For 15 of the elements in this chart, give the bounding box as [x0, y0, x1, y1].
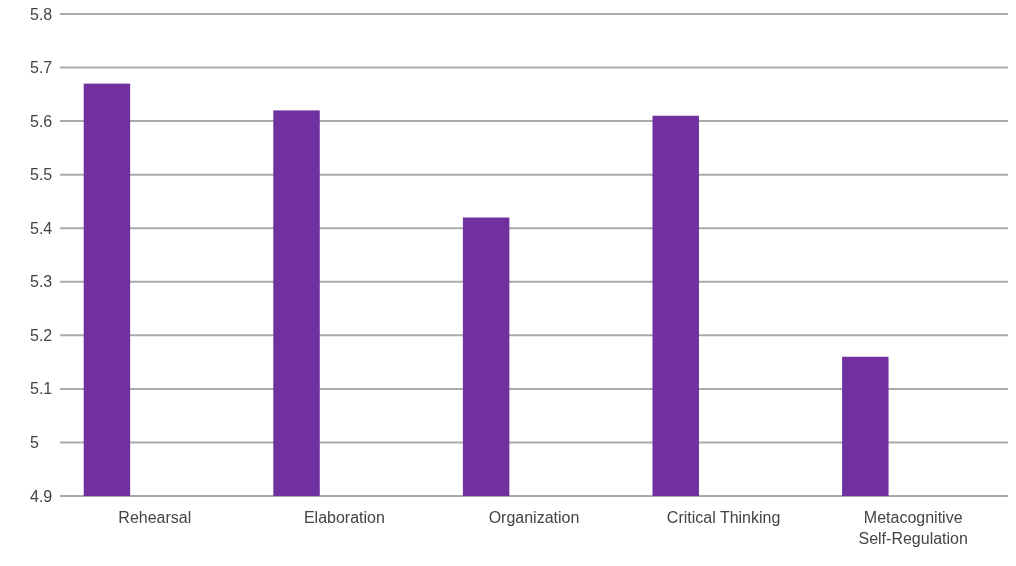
- y-tick-label: 5.7: [30, 59, 53, 77]
- y-tick-label: 5.4: [30, 219, 53, 237]
- y-tick-label: 5.6: [30, 112, 53, 130]
- y-tick-label: 5.1: [30, 380, 53, 398]
- x-tick-label: Organization: [488, 509, 580, 526]
- y-tick-label: 5.2: [30, 326, 53, 344]
- x-tick-label: Metacognitive Self-Regulation: [858, 509, 968, 547]
- x-tick-label: Elaboration: [303, 509, 385, 526]
- y-tick-label: 5: [30, 434, 39, 452]
- y-tick-label: 5.8: [30, 5, 53, 23]
- x-tick-label: Rehearsal: [118, 509, 192, 526]
- x-tick-label: Critical Thinking: [666, 509, 781, 526]
- y-tick-label: 4.9: [30, 487, 53, 505]
- y-tick-label: 5.3: [30, 273, 53, 291]
- y-tick-label: 5.5: [30, 166, 53, 184]
